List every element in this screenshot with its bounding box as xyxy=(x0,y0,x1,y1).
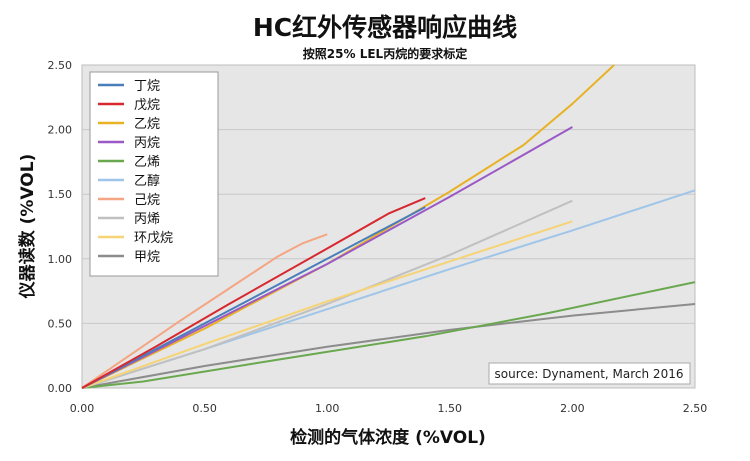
y-tick-label: 2.50 xyxy=(48,59,73,72)
series-line xyxy=(81,199,573,389)
series-lines xyxy=(81,64,696,389)
legend-label: 甲烷 xyxy=(134,250,160,265)
series-line xyxy=(81,197,426,389)
series-line xyxy=(81,281,696,389)
source-box xyxy=(488,362,691,385)
series-line xyxy=(81,233,328,389)
source-annotation: source: Dynament, March 2016 xyxy=(495,367,684,381)
legend-label: 丙烷 xyxy=(134,136,160,151)
legend-label: 乙烯 xyxy=(134,155,160,170)
series-line xyxy=(81,126,573,389)
y-tick-label: 1.00 xyxy=(48,253,73,266)
chart-title: HC红外传感器响应曲线 xyxy=(253,13,517,42)
x-tick-label: 1.00 xyxy=(315,402,340,415)
y-tick-label: 1.50 xyxy=(48,188,73,201)
x-tick-label: 1.50 xyxy=(438,402,463,415)
legend-label: 环戊烷 xyxy=(134,231,173,246)
y-tick-label: 0.50 xyxy=(48,317,73,330)
x-axis-ticks: 0.00 0.50 1.00 1.50 2.00 2.50 xyxy=(70,402,708,415)
y-tick-label: 2.00 xyxy=(48,124,73,137)
legend-label: 丁烷 xyxy=(134,79,160,94)
x-tick-label: 0.50 xyxy=(192,402,217,415)
y-tick-label: 0.00 xyxy=(48,382,73,395)
y-axis-label: 仪器读数 (%VOL) xyxy=(17,154,38,300)
legend-label: 乙醇 xyxy=(134,173,160,189)
series-line xyxy=(81,206,426,389)
series-line xyxy=(81,64,615,389)
legend-label: 乙烷 xyxy=(134,117,160,132)
x-tick-label: 0.00 xyxy=(70,402,95,415)
series-line xyxy=(81,303,696,389)
legend-label: 己烷 xyxy=(134,193,160,208)
x-tick-label: 2.50 xyxy=(683,402,708,415)
x-axis-label: 检测的气体浓度 (%VOL) xyxy=(290,427,486,448)
series-line xyxy=(81,220,573,389)
legend-box xyxy=(89,71,219,277)
x-tick-label: 2.00 xyxy=(560,402,585,415)
legend-label: 戊烷 xyxy=(134,98,160,113)
y-axis-ticks: 0.00 0.50 1.00 1.50 2.00 2.50 xyxy=(48,59,73,395)
chart-subtitle: 按照25% LEL丙烷的要求标定 xyxy=(303,46,467,61)
legend-label: 丙烯 xyxy=(134,212,160,227)
